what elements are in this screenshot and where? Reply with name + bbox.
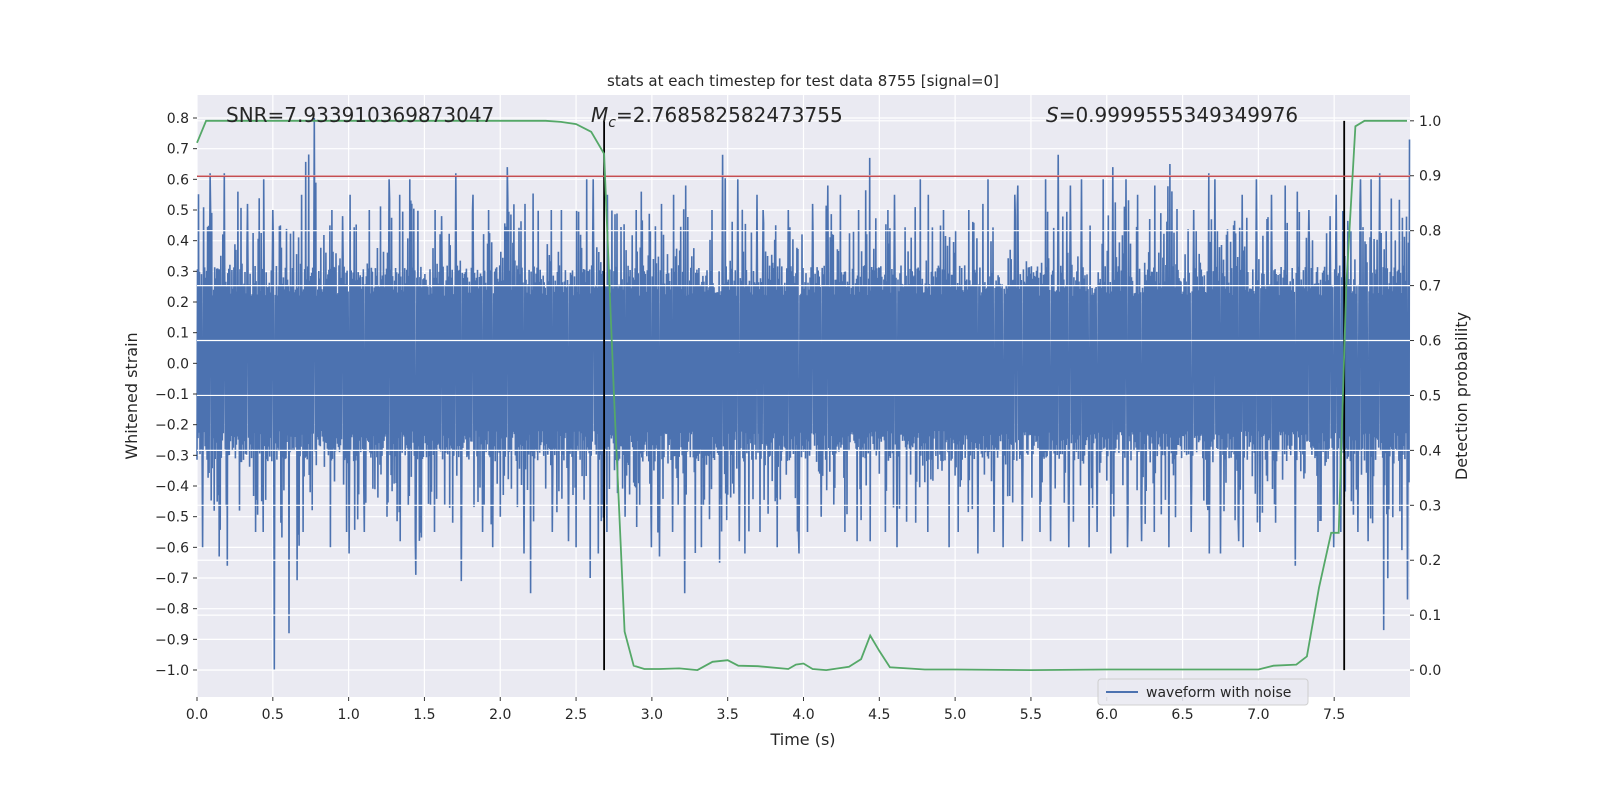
x-tick-label: 1.0: [337, 707, 359, 723]
y-right-tick-label: 0.1: [1419, 608, 1441, 624]
x-tick-label: 5.5: [1020, 707, 1042, 723]
y-right-tick-label: 0.8: [1419, 224, 1441, 240]
s-annotation: S=0.9999555349349976: [1046, 103, 1298, 127]
y-tick-label: −0.6: [155, 540, 189, 556]
y-axis-right-label: Detection probability: [1452, 312, 1471, 480]
y-tick-label: 0.7: [167, 142, 189, 158]
x-tick-label: 5.0: [944, 707, 966, 723]
legend-box: [1097, 678, 1309, 706]
x-tick-label: 0.5: [262, 707, 284, 723]
y-tick-label: −0.4: [155, 479, 189, 495]
y-right-tick-label: 0.5: [1419, 388, 1441, 404]
y-tick-label: −0.9: [155, 632, 189, 648]
y-tick-label: 0.5: [167, 203, 189, 219]
chirp-mass-value: =2.768582582473755: [616, 103, 843, 127]
y-right-tick-label: 0.2: [1419, 553, 1441, 569]
x-tick-label: 4.0: [792, 707, 814, 723]
y-tick-label: −0.5: [155, 510, 189, 526]
x-tick-label: 3.0: [641, 707, 663, 723]
y-right-tick-label: 0.0: [1419, 663, 1441, 679]
y-axis-ticks: 0.8 0.7 0.6 0.5 0.4 0.3 0.2 0.1 0.0 −0.1 −0.2 −0.3 −…: [155, 111, 197, 679]
event-markers: [603, 120, 1346, 671]
y-tick-label: 0.4: [167, 234, 189, 250]
y-right-tick-label: 0.7: [1419, 279, 1441, 295]
x-tick-label: 0.0: [186, 707, 208, 723]
x-tick-label: 2.5: [565, 707, 587, 723]
chart-title: stats at each timestep for test data 875…: [607, 72, 999, 90]
y-tick-label: −0.7: [155, 571, 189, 587]
y-right-tick-label: 0.6: [1419, 334, 1441, 350]
x-axis-ticks: 0.0 0.5 1.0 1.5 2.0 2.5 3.0 3.5 4.0 4.5 5.0 5.5 6.0 6…: [186, 697, 1345, 723]
chirp-mass-symbol: M: [591, 103, 608, 127]
y-right-tick-label: 0.9: [1419, 169, 1441, 185]
x-tick-label: 3.5: [717, 707, 739, 723]
x-tick-label: 4.5: [868, 707, 890, 723]
chirp-mass-annotation: Mc=2.768582582473755: [591, 103, 843, 131]
waveform-series: [196, 117, 1411, 671]
y-right-tick-label: 0.4: [1419, 443, 1441, 459]
y-right-tick-label: 1.0: [1419, 114, 1441, 130]
legend: waveform with noise: [1097, 678, 1309, 706]
y-tick-label: −0.3: [155, 448, 189, 464]
s-symbol: S: [1046, 103, 1059, 127]
y-right-tick-label: 0.3: [1419, 498, 1441, 514]
s-value: =0.9999555349349976: [1059, 103, 1298, 127]
x-tick-label: 1.5: [413, 707, 435, 723]
y-axis-right-ticks: 1.0 0.9 0.8 0.7 0.6 0.5 0.4 0.3 0.2 0.1 0.0: [1410, 114, 1441, 679]
probability-line: [196, 119, 1407, 672]
y-tick-label: 0.0: [167, 356, 189, 372]
x-tick-label: 7.5: [1323, 707, 1345, 723]
y-tick-label: −0.8: [155, 602, 189, 618]
x-tick-label: 7.0: [1247, 707, 1269, 723]
x-axis-label: Time (s): [769, 730, 835, 749]
x-tick-label: 6.0: [1096, 707, 1118, 723]
y-tick-label: 0.3: [167, 264, 189, 280]
y-tick-label: −0.1: [155, 387, 189, 403]
y-tick-label: 0.2: [167, 295, 189, 311]
y-tick-label: 0.1: [167, 326, 189, 342]
x-tick-label: 2.0: [489, 707, 511, 723]
y-tick-label: 0.8: [167, 111, 189, 127]
y-tick-label: −0.2: [155, 418, 189, 434]
x-tick-label: 6.5: [1171, 707, 1193, 723]
waveform-line: [196, 117, 1411, 671]
legend-label-waveform: waveform with noise: [1146, 685, 1291, 701]
probability-series: [196, 119, 1407, 672]
y-tick-label: −1.0: [155, 663, 189, 679]
y-tick-label: 0.6: [167, 172, 189, 188]
y-axis-label: Whitened strain: [122, 332, 141, 459]
snr-annotation: SNR=7.933910369873047: [226, 103, 494, 127]
chirp-mass-subscript: c: [608, 115, 616, 131]
